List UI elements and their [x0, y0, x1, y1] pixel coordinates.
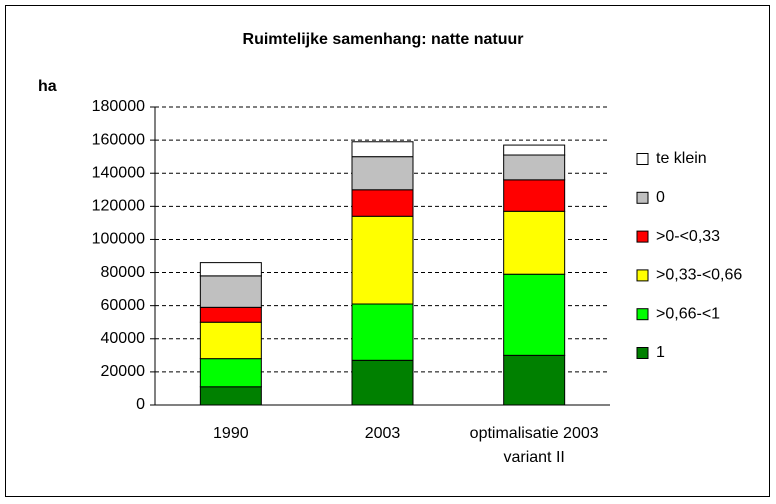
legend-label: >0-<0,33: [656, 228, 720, 245]
y-tick-label: 40000: [101, 330, 146, 347]
legend-label: te klein: [656, 150, 707, 167]
bar-segment: [199, 358, 262, 388]
legend-label: >0,33-<0,66: [656, 267, 742, 284]
y-tick-label: 0: [136, 396, 145, 413]
x-tick-label: optimalisatie 2003 variant II: [469, 425, 599, 466]
x-tick-label: 1990: [213, 425, 249, 442]
legend-label: 0: [656, 189, 665, 206]
bar-segment: [503, 210, 566, 275]
legend-swatch: [636, 347, 649, 359]
bar-segment: [351, 215, 414, 305]
bar-segment: [351, 189, 414, 217]
chart-title: Ruimtelijke samenhang: natte natuur: [243, 31, 524, 48]
legend-swatch: [636, 191, 649, 204]
legend-swatch: [636, 269, 649, 282]
bar-segment: [199, 306, 262, 323]
bar-segment: [503, 154, 566, 181]
bar-segment: [199, 262, 262, 277]
bar-segment: [503, 273, 566, 356]
bar-segment: [199, 275, 262, 308]
bar-segment: [503, 354, 566, 406]
y-axis-label: ha: [38, 78, 57, 95]
legend-swatch: [636, 308, 649, 321]
y-tick-label: 80000: [101, 264, 146, 281]
legend-swatch: [636, 230, 649, 243]
bar-segment: [351, 156, 414, 191]
y-tick-label: 100000: [92, 231, 145, 248]
legend-label: >0,66-<1: [656, 305, 720, 322]
y-tick-label: 60000: [101, 297, 146, 314]
bar-segment: [199, 386, 262, 406]
legend-swatch: [636, 153, 649, 165]
legend-label: 1: [656, 344, 665, 361]
bar-segment: [351, 359, 414, 406]
x-tick-label: 2003: [364, 425, 401, 442]
y-tick-label: 140000: [92, 164, 145, 181]
bar-segment: [503, 179, 566, 212]
y-tick-label: 180000: [92, 98, 145, 115]
bar-segment: [351, 303, 414, 361]
bar-segment: [199, 321, 262, 360]
y-tick-label: 20000: [101, 363, 146, 380]
y-tick-label: 120000: [92, 198, 145, 215]
bar-segment: [503, 144, 566, 156]
y-tick-label: 160000: [92, 131, 145, 148]
bar-segment: [351, 141, 414, 158]
